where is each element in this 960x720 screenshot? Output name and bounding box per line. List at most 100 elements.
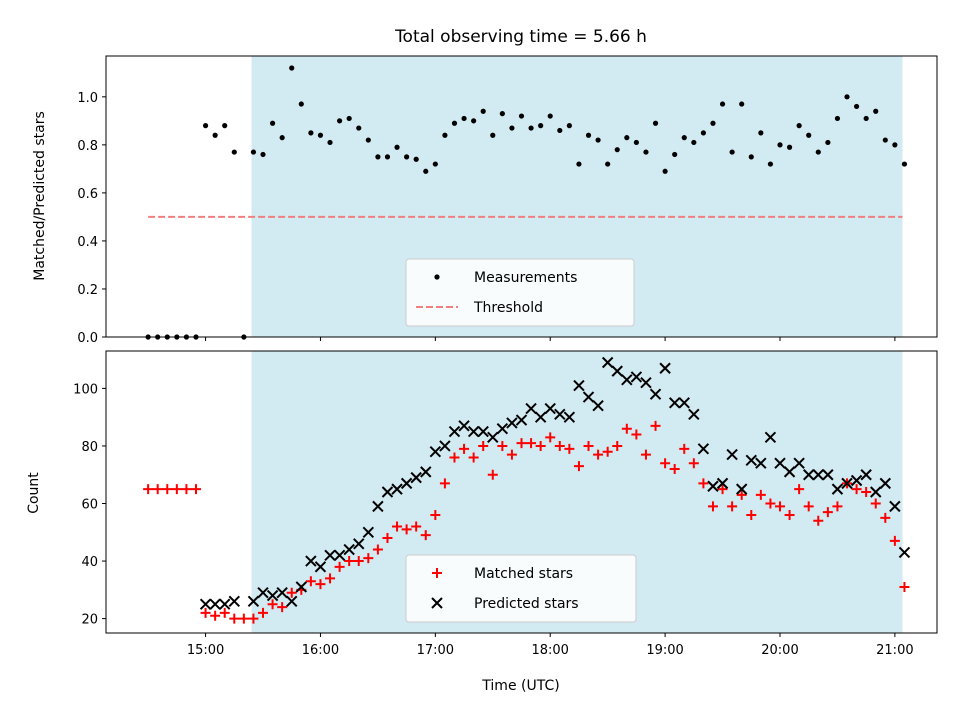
top-x-ticks [205, 337, 896, 341]
measurement-point [222, 123, 228, 129]
matched-star-point [535, 440, 546, 451]
predicted-star-point [506, 417, 518, 429]
measurement-point [480, 108, 486, 114]
matched-star-point [162, 484, 173, 495]
predicted-star-point [343, 543, 355, 556]
predicted-star-point [649, 388, 662, 400]
predicted-star-point [841, 477, 853, 490]
matched-star-point [746, 510, 757, 521]
matched-star-point [765, 498, 776, 509]
matched-star-point [794, 484, 805, 495]
x-tick-label: 16:00 [302, 643, 339, 658]
measurement-point [384, 154, 391, 160]
measurement-point [576, 161, 582, 167]
matched-star-point [602, 446, 613, 457]
matched-star-point [258, 607, 269, 618]
matched-star-point [238, 613, 249, 624]
measurement-point [595, 137, 601, 143]
predicted-star-point [439, 440, 451, 452]
predicted-stars-points [199, 356, 911, 610]
measurement-point [834, 115, 841, 122]
top-panel: 0.0 0.2 0.4 0.6 0.8 1.0 Matched/Predicted sta… [32, 55, 938, 346]
matched-star-point [229, 613, 240, 624]
predicted-star-point [467, 425, 480, 438]
predicted-star-point [314, 561, 327, 573]
predicted-star-point [199, 598, 212, 610]
measurement-point [528, 125, 534, 131]
measurement-point [691, 139, 697, 146]
predicted-star-point [573, 379, 585, 392]
predicted-star-point [324, 549, 336, 562]
predicted-star-point [410, 471, 422, 484]
predicted-star-point [783, 466, 796, 478]
matched-stars-points [143, 420, 910, 624]
matched-star-point [573, 461, 584, 472]
matched-star-point [526, 438, 537, 449]
matched-star-point [439, 478, 450, 489]
measurement-point [672, 151, 678, 158]
matched-star-point [478, 440, 489, 451]
measurement-point [806, 132, 812, 138]
matched-star-point [832, 501, 843, 512]
predicted-star-point [286, 595, 298, 608]
x-tick-label: 15:00 [187, 643, 224, 658]
matched-star-point [315, 579, 326, 590]
measurement-point [882, 137, 888, 143]
predicted-star-point [420, 466, 432, 478]
measurement-point [490, 132, 496, 138]
matched-star-point [267, 599, 278, 610]
y-tick-label: 20 [81, 613, 98, 628]
y-tick-label: 0.0 [77, 331, 98, 346]
matched-star-point [813, 515, 824, 526]
measurement-point [317, 132, 324, 138]
measurement-point [365, 137, 371, 143]
predicted-star-point [860, 469, 872, 481]
predicted-star-point [774, 457, 786, 469]
bottom-x-ticks: 15:00 16:00 17:00 18:00 19:00 20:00 21:00 [187, 633, 914, 658]
predicted-star-point [247, 595, 260, 608]
measurement-point [566, 123, 572, 129]
matched-star-point [650, 420, 661, 431]
measurement-point [356, 125, 362, 131]
predicted-star-point [477, 425, 489, 438]
legend-box [405, 258, 635, 327]
measurement-point [758, 130, 764, 136]
legend-predicted-marker [431, 597, 443, 609]
matched-star-point [583, 440, 594, 451]
matched-star-point [392, 521, 403, 532]
matched-star-point [181, 484, 192, 495]
measurement-point [796, 123, 802, 129]
matched-star-point [248, 613, 259, 624]
matched-star-point [334, 561, 345, 572]
measurement-point [202, 123, 209, 129]
matched-star-point [640, 449, 651, 460]
measurement-point [308, 130, 314, 136]
y-tick-label: 100 [73, 382, 98, 397]
predicted-star-point [228, 595, 240, 608]
legend-measurement-marker [434, 274, 440, 280]
measurement-point [557, 127, 563, 134]
legend-matched-label: Matched stars [474, 566, 573, 582]
matched-star-point [363, 553, 374, 564]
matched-star-point [143, 484, 154, 495]
bottom-panel-frame [105, 350, 938, 634]
matched-star-point [411, 521, 422, 532]
legend-box [405, 554, 637, 623]
matched-star-point [717, 484, 728, 495]
top-legend: Measurements Threshold [405, 258, 635, 327]
matched-star-point [612, 440, 623, 451]
matched-star-point [210, 610, 221, 621]
predicted-star-point [305, 555, 317, 567]
y-tick-label: 80 [81, 440, 98, 455]
matched-star-point [506, 449, 517, 460]
predicted-star-point [745, 454, 757, 467]
y-tick-label: 1.0 [77, 91, 98, 106]
predicted-star-point [803, 469, 815, 481]
measurement-point [605, 161, 611, 167]
measurement-point [250, 149, 257, 155]
measurement-point [719, 101, 726, 107]
predicted-star-point [601, 356, 614, 369]
predicted-star-point [735, 483, 748, 495]
matched-star-point [449, 452, 460, 463]
predicted-star-point [534, 411, 547, 423]
